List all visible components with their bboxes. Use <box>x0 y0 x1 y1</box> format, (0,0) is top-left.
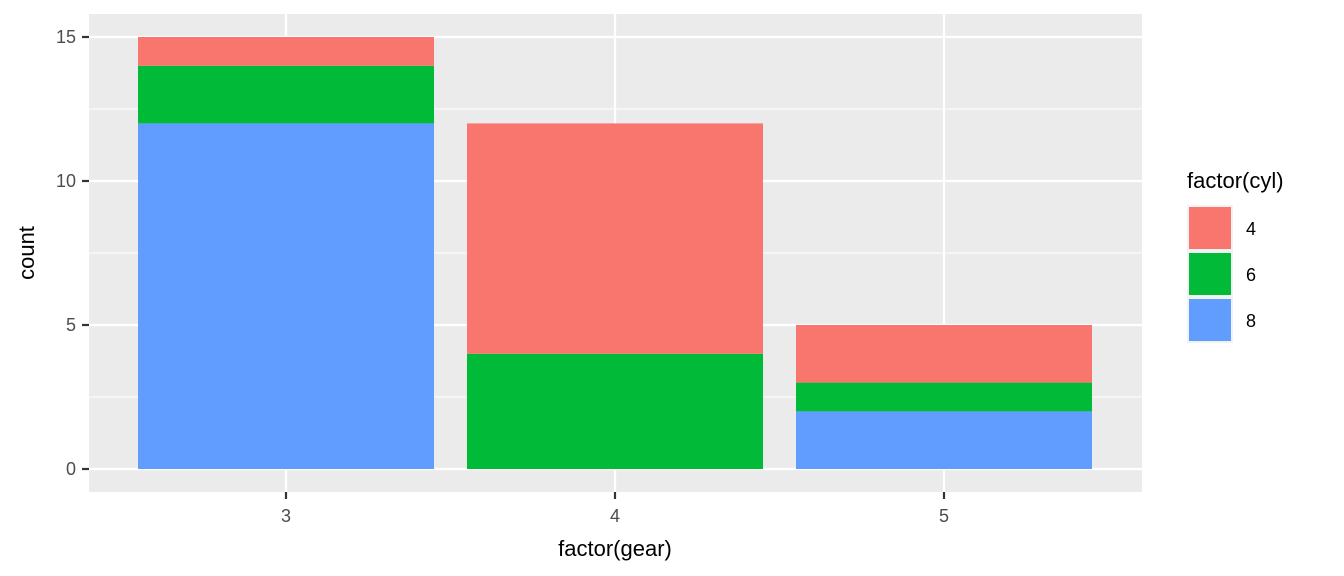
y-axis: 0 5 10 15 <box>56 27 89 479</box>
y-tick-label: 15 <box>56 27 76 47</box>
legend: factor(cyl) 4 6 8 <box>1187 168 1284 343</box>
legend-label-6: 6 <box>1246 265 1256 285</box>
bar-segment-gear3-cyl4 <box>138 37 434 66</box>
legend-title: factor(cyl) <box>1187 168 1284 193</box>
y-tick-label: 10 <box>56 171 76 191</box>
y-axis-title: count <box>14 226 39 280</box>
x-tick-label: 5 <box>939 506 949 526</box>
y-tick-label: 5 <box>66 315 76 335</box>
bar-segment-gear3-cyl8 <box>138 123 434 470</box>
bar-segment-gear5-cyl4 <box>796 325 1092 383</box>
bars <box>138 37 1092 470</box>
bar-segment-gear5-cyl8 <box>796 411 1092 469</box>
legend-swatch-6 <box>1189 253 1231 295</box>
y-tick-label: 0 <box>66 459 76 479</box>
x-tick-label: 4 <box>610 506 620 526</box>
legend-swatch-8 <box>1189 299 1231 341</box>
legend-swatch-4 <box>1189 207 1231 249</box>
bar-segment-gear4-cyl6 <box>467 353 763 469</box>
x-tick-label: 3 <box>281 506 291 526</box>
legend-label-8: 8 <box>1246 311 1256 331</box>
x-axis-title: factor(gear) <box>558 536 672 561</box>
bar-segment-gear3-cyl6 <box>138 65 434 124</box>
x-axis: 3 4 5 <box>281 492 949 526</box>
bar-segment-gear5-cyl6 <box>796 382 1092 412</box>
bar-segment-gear4-cyl4 <box>467 123 763 354</box>
legend-label-4: 4 <box>1246 219 1256 239</box>
